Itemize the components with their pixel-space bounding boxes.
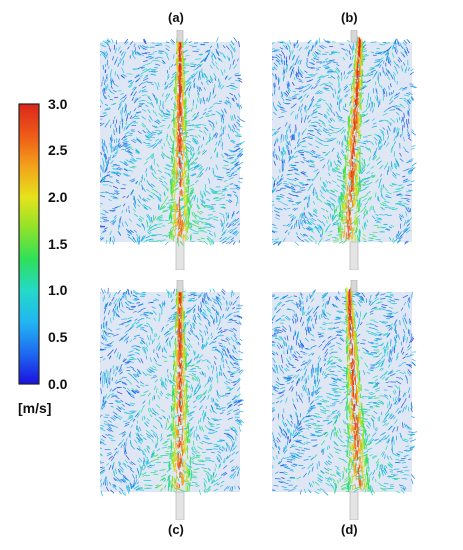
panel-label-d: (d): [341, 522, 358, 537]
velocity-field-panel-b: [272, 30, 418, 270]
panel-label-c: (c): [168, 522, 184, 537]
scale-tick-label: 0.0: [48, 376, 68, 392]
velocity-field-panel-c: [100, 280, 245, 520]
scale-tick-label: 1.5: [48, 236, 68, 252]
panel-label-b: (b): [341, 10, 358, 25]
color-scale-bar: [18, 103, 40, 385]
velocity-field-panel-d: [272, 280, 418, 520]
velocity-field-panel-a: [100, 30, 246, 270]
scale-tick-label: 0.5: [48, 329, 68, 345]
scale-tick-label: 1.0: [48, 282, 68, 298]
panel-label-a: (a): [168, 10, 184, 25]
scale-tick-label: 3.0: [48, 96, 68, 112]
velocity-unit-label: [m/s]: [18, 400, 52, 416]
scale-tick-label: 2.0: [48, 189, 68, 205]
scale-tick-label: 2.5: [48, 142, 68, 158]
